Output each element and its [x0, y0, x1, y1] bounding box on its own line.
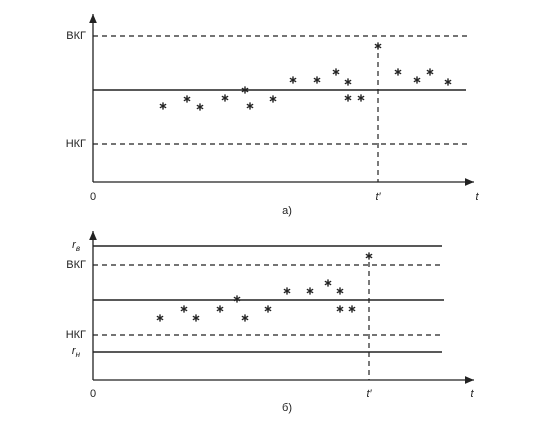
point — [196, 103, 204, 111]
lower-limit-label: НКГ — [66, 138, 86, 150]
panel-b: rв ВКГ НКГ rн 0 t′ t б) — [66, 231, 474, 414]
point — [413, 76, 421, 84]
symbol: r — [72, 345, 77, 357]
point — [324, 279, 332, 287]
point — [156, 314, 164, 322]
caption: а) — [282, 205, 292, 217]
points — [159, 42, 452, 111]
caption: б) — [282, 402, 292, 414]
point — [426, 68, 434, 76]
point — [313, 76, 321, 84]
point — [183, 95, 191, 103]
origin-label: 0 — [90, 191, 96, 203]
origin-label: 0 — [90, 388, 96, 400]
point — [357, 94, 365, 102]
upper-limit-label: ВКГ — [66, 259, 86, 271]
t-axis-label: t — [475, 191, 479, 203]
point — [336, 305, 344, 313]
point — [374, 42, 382, 50]
points — [156, 252, 373, 322]
point — [192, 314, 200, 322]
symbol: r — [72, 239, 77, 251]
point — [269, 95, 277, 103]
point — [394, 68, 402, 76]
subscript: н — [76, 350, 81, 359]
r-upper-label: rв — [72, 239, 80, 253]
lower-limit-label: НКГ — [66, 329, 86, 341]
point — [336, 287, 344, 295]
point — [348, 305, 356, 313]
point — [233, 295, 241, 303]
point — [246, 102, 254, 110]
panel-a: ВКГ НКГ 0 t′ t а) — [66, 14, 479, 217]
point — [289, 76, 297, 84]
point — [306, 287, 314, 295]
point — [180, 305, 188, 313]
upper-limit-label: ВКГ — [66, 30, 86, 42]
point — [365, 252, 373, 260]
point — [241, 86, 249, 94]
t-prime-label: t′ — [366, 388, 372, 400]
subscript: в — [76, 244, 80, 253]
point — [159, 102, 167, 110]
t-axis-label: t — [470, 388, 474, 400]
point — [264, 305, 272, 313]
point — [344, 78, 352, 86]
t-prime-label: t′ — [375, 191, 381, 203]
point — [241, 314, 249, 322]
point — [221, 94, 229, 102]
r-lower-label: rн — [72, 345, 81, 359]
point — [216, 305, 224, 313]
point — [283, 287, 291, 295]
point — [344, 94, 352, 102]
point — [332, 68, 340, 76]
point — [444, 78, 452, 86]
